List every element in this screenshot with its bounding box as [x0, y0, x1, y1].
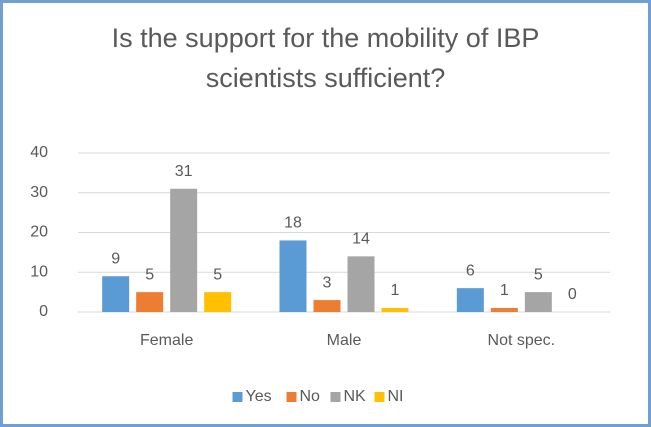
data-label: 18: [284, 215, 302, 232]
bar: [456, 288, 484, 312]
data-label: 1: [391, 282, 400, 299]
y-tick-label: 40: [30, 144, 48, 161]
legend-label: NI: [388, 388, 404, 405]
bar: [524, 292, 552, 312]
bar: [313, 300, 341, 312]
data-label: 14: [352, 231, 370, 248]
bar: [279, 240, 307, 312]
data-label: 5: [534, 266, 543, 283]
x-tick-label: Male: [327, 332, 362, 349]
legend-swatch: [374, 392, 385, 402]
data-label: 5: [145, 266, 154, 283]
x-tick-label: Female: [140, 332, 193, 349]
data-label: 1: [500, 282, 509, 299]
legend-swatch: [330, 392, 341, 402]
bar: [381, 308, 409, 312]
y-tick-label: 0: [39, 303, 48, 320]
y-tick-label: 20: [30, 224, 48, 241]
data-label: 0: [568, 286, 577, 303]
data-label: 5: [213, 266, 222, 283]
bar: [102, 276, 130, 312]
bar: [136, 292, 164, 312]
data-label: 9: [111, 250, 120, 267]
bar: [490, 308, 518, 312]
data-label: 6: [466, 262, 475, 279]
legend-swatch: [232, 392, 243, 402]
bar: [347, 256, 375, 312]
data-label: 31: [175, 163, 193, 180]
bar: [204, 292, 232, 312]
legend-swatch: [286, 392, 297, 402]
y-tick-label: 30: [30, 184, 48, 201]
chart-title: Is the support for the mobility of IBP s…: [111, 23, 540, 93]
legend-label: NK: [344, 388, 367, 405]
legend-label: No: [300, 388, 321, 405]
data-label: 3: [323, 274, 332, 291]
legend-label: Yes: [246, 388, 272, 405]
bar: [170, 188, 198, 312]
y-tick-label: 10: [30, 263, 48, 280]
x-tick-label: Not spec.: [488, 332, 556, 349]
